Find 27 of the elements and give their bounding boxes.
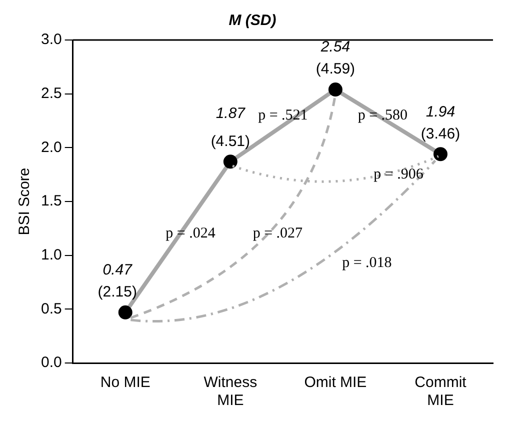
- chart-title: M (SD): [228, 12, 276, 30]
- annotation: p = .906: [374, 166, 424, 183]
- y-tick-label: 2.0: [40, 138, 62, 156]
- y-tick-label: 0.5: [40, 300, 62, 318]
- annotation: p = .018: [342, 254, 392, 271]
- y-tick-label: 0.0: [40, 354, 62, 372]
- y-tick-label: 3.0: [40, 31, 62, 48]
- annotation: p = .024: [166, 226, 216, 242]
- y-tick-label: 1.0: [40, 246, 62, 264]
- y-tick-label: 2.5: [40, 84, 62, 102]
- x-tick-label: No MIE: [100, 374, 150, 392]
- annotation: p = .521: [258, 107, 308, 124]
- x-tick-label: Witness MIE: [204, 374, 258, 410]
- x-tick-label: Commit MIE: [414, 374, 468, 410]
- data-label: 0.47: [102, 262, 133, 279]
- annotation: p = .580: [358, 107, 408, 124]
- y-tick-label: 1.5: [40, 192, 62, 210]
- y-axis-title: BSI Score: [16, 168, 34, 236]
- x-tick-label: Omit MIE: [304, 374, 367, 392]
- annotation: (4.51): [210, 132, 250, 150]
- annotation: (2.15): [98, 284, 137, 301]
- data-label: 1.94: [426, 103, 456, 120]
- annotation: (3.46): [420, 125, 460, 142]
- data-label: 1.87: [216, 104, 246, 122]
- data-label: 2.54: [320, 38, 350, 56]
- annotation: p = .027: [252, 226, 304, 242]
- annotation: (4.59): [316, 60, 356, 78]
